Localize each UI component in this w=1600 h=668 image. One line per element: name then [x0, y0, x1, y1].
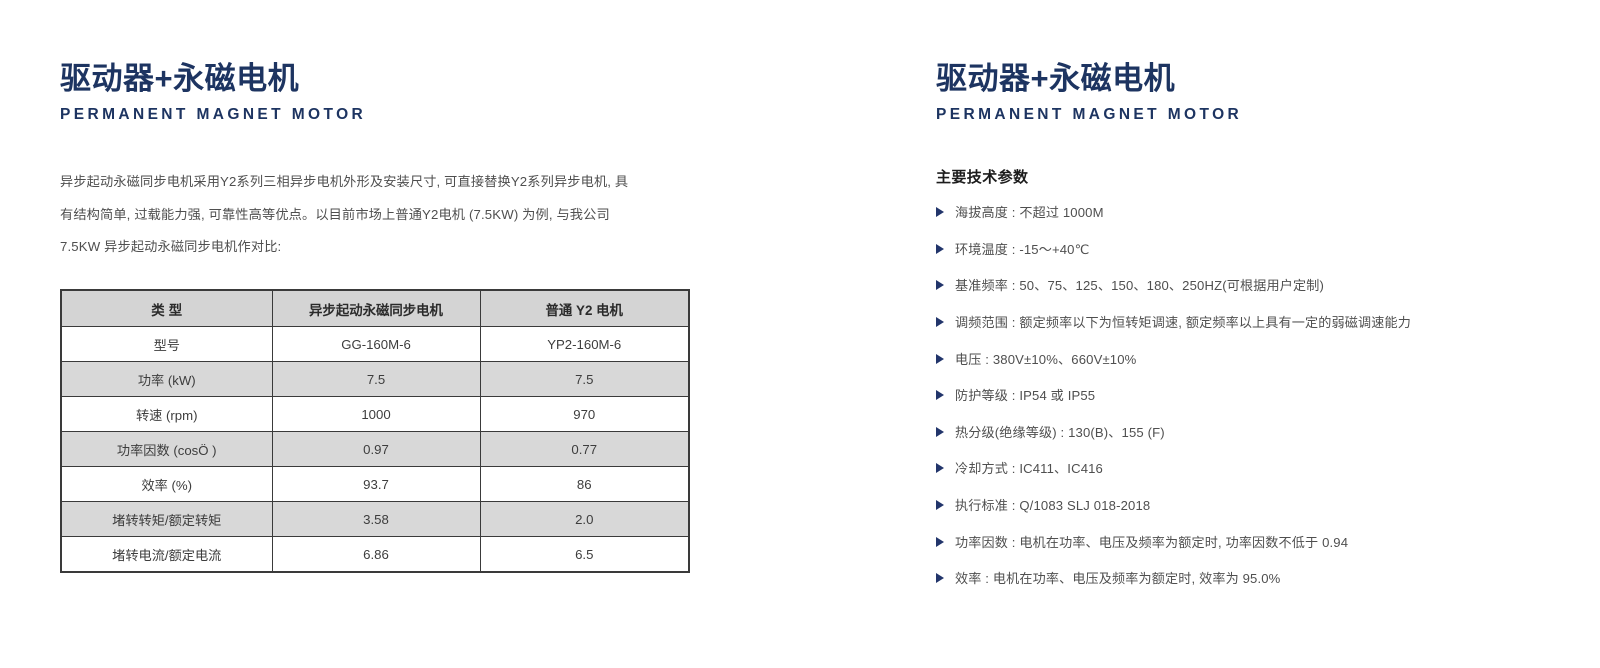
row-value-y2: 970: [479, 396, 690, 433]
list-item: 电压 : 380V±10%、660V±10%: [936, 351, 1556, 388]
triangle-bullet-icon: [936, 353, 944, 364]
table-row: 效率 (%) 93.7 86: [60, 466, 690, 503]
list-item-label: 冷却方式 : IC411、IC416: [955, 461, 1103, 477]
row-value-pm: 0.97: [271, 431, 481, 468]
right-title-block: 驱动器+永磁电机 PERMANENT MAGNET MOTOR: [936, 60, 1556, 124]
row-value-pm: GG-160M-6: [271, 326, 481, 363]
row-label: 效率 (%): [60, 466, 273, 503]
right-page-subtitle: PERMANENT MAGNET MOTOR: [936, 106, 1243, 124]
row-value-pm: 6.86: [271, 536, 481, 573]
row-value-y2: 0.77: [479, 431, 690, 468]
list-item-label: 海拔高度 : 不超过 1000M: [955, 205, 1104, 221]
row-value-pm: 93.7: [271, 466, 481, 503]
intro-line: 7.5KW 异步起动永磁同步电机作对比:: [60, 238, 282, 254]
row-value-y2: YP2-160M-6: [479, 326, 690, 363]
list-item-label: 功率因数 : 电机在功率、电压及频率为额定时, 功率因数不低于 0.94: [955, 534, 1349, 550]
table-row: 堵转电流/额定电流 6.86 6.5: [60, 536, 690, 573]
left-panel: 驱动器+永磁电机 PERMANENT MAGNET MOTOR 异步起动永磁同步…: [60, 60, 760, 574]
triangle-bullet-icon: [936, 536, 944, 547]
table-header-cell-y2: 普通 Y2 电机: [479, 289, 690, 328]
table-row: 堵转转矩/额定转矩 3.58 2.0: [60, 501, 690, 538]
triangle-bullet-icon: [936, 390, 944, 401]
row-label: 堵转转矩/额定转矩: [60, 501, 273, 538]
comparison-table: 类 型 异步起动永磁同步电机 普通 Y2 电机 型号 GG-160M-6 YP2…: [60, 289, 690, 574]
triangle-bullet-icon: [936, 207, 944, 218]
table-row: 型号 GG-160M-6 YP2-160M-6: [60, 326, 690, 363]
list-item-label: 电压 : 380V±10%、660V±10%: [955, 351, 1137, 367]
triangle-bullet-icon: [936, 499, 944, 510]
page-title: 驱动器+永磁电机: [60, 61, 300, 96]
triangle-bullet-icon: [936, 280, 944, 291]
list-item-label: 环境温度 : -15〜+40℃: [955, 241, 1090, 257]
list-item: 环境温度 : -15〜+40℃: [936, 241, 1556, 278]
list-item-label: 效率 : 电机在功率、电压及频率为额定时, 效率为 95.0%: [955, 571, 1281, 587]
right-panel: 驱动器+永磁电机 PERMANENT MAGNET MOTOR 主要技术参数 海…: [936, 60, 1556, 607]
list-item: 执行标准 : Q/1083 SLJ 018-2018: [936, 497, 1556, 534]
page-subtitle: PERMANENT MAGNET MOTOR: [60, 106, 367, 124]
row-label: 型号: [60, 326, 273, 363]
list-item: 防护等级 : IP54 或 IP55: [936, 387, 1556, 424]
row-value-pm: 1000: [271, 396, 481, 433]
triangle-bullet-icon: [936, 573, 944, 584]
row-label: 转速 (rpm): [60, 396, 273, 433]
list-item: 热分级(绝缘等级) : 130(B)、155 (F): [936, 424, 1556, 461]
row-value-pm: 7.5: [271, 361, 481, 398]
row-value-y2: 6.5: [479, 536, 690, 573]
triangle-bullet-icon: [936, 463, 944, 474]
row-value-y2: 86: [479, 466, 690, 503]
list-item-label: 执行标准 : Q/1083 SLJ 018-2018: [955, 497, 1151, 513]
row-label: 功率 (kW): [60, 361, 273, 398]
list-item: 海拔高度 : 不超过 1000M: [936, 204, 1556, 241]
triangle-bullet-icon: [936, 316, 944, 327]
triangle-bullet-icon: [936, 243, 944, 254]
triangle-bullet-icon: [936, 426, 944, 437]
list-item: 基准频率 : 50、75、125、150、180、250HZ(可根据用户定制): [936, 277, 1556, 314]
right-page-title: 驱动器+永磁电机: [936, 61, 1176, 96]
intro-line: 有结构简单, 过载能力强, 可靠性高等优点。以目前市场上普通Y2电机 (7.5K…: [60, 206, 610, 222]
table-header-cell-pm: 异步起动永磁同步电机: [271, 289, 481, 328]
row-value-y2: 2.0: [479, 501, 690, 538]
list-item-label: 防护等级 : IP54 或 IP55: [955, 388, 1096, 404]
intro-paragraph: 异步起动永磁同步电机采用Y2系列三相异步电机外形及安装尺寸, 可直接替换Y2系列…: [60, 166, 645, 263]
row-label: 功率因数 (cosÖ ): [60, 431, 273, 468]
list-item: 效率 : 电机在功率、电压及频率为额定时, 效率为 95.0%: [936, 570, 1556, 607]
list-item-label: 基准频率 : 50、75、125、150、180、250HZ(可根据用户定制): [955, 278, 1324, 294]
list-item: 冷却方式 : IC411、IC416: [936, 460, 1556, 497]
row-value-pm: 3.58: [271, 501, 481, 538]
table-row: 功率 (kW) 7.5 7.5: [60, 361, 690, 398]
list-item-label: 热分级(绝缘等级) : 130(B)、155 (F): [955, 424, 1165, 440]
section-heading-tech-params: 主要技术参数: [936, 169, 1029, 187]
table-row: 转速 (rpm) 1000 970: [60, 396, 690, 433]
row-label: 堵转电流/额定电流: [60, 536, 273, 573]
row-value-y2: 7.5: [479, 361, 690, 398]
table-row: 功率因数 (cosÖ ) 0.97 0.77: [60, 431, 690, 468]
table-header-cell-type: 类 型: [60, 289, 273, 328]
intro-line: 异步起动永磁同步电机采用Y2系列三相异步电机外形及安装尺寸, 可直接替换Y2系列…: [60, 174, 629, 190]
list-item-label: 调频范围 : 额定频率以下为恒转矩调速, 额定频率以上具有一定的弱磁调速能力: [955, 314, 1411, 330]
table-header-row: 类 型 异步起动永磁同步电机 普通 Y2 电机: [60, 289, 690, 328]
list-item: 功率因数 : 电机在功率、电压及频率为额定时, 功率因数不低于 0.94: [936, 534, 1556, 571]
left-title-block: 驱动器+永磁电机 PERMANENT MAGNET MOTOR: [60, 60, 760, 124]
list-item: 调频范围 : 额定频率以下为恒转矩调速, 额定频率以上具有一定的弱磁调速能力: [936, 314, 1556, 351]
tech-parameter-list: 海拔高度 : 不超过 1000M 环境温度 : -15〜+40℃ 基准频率 : …: [936, 204, 1556, 607]
